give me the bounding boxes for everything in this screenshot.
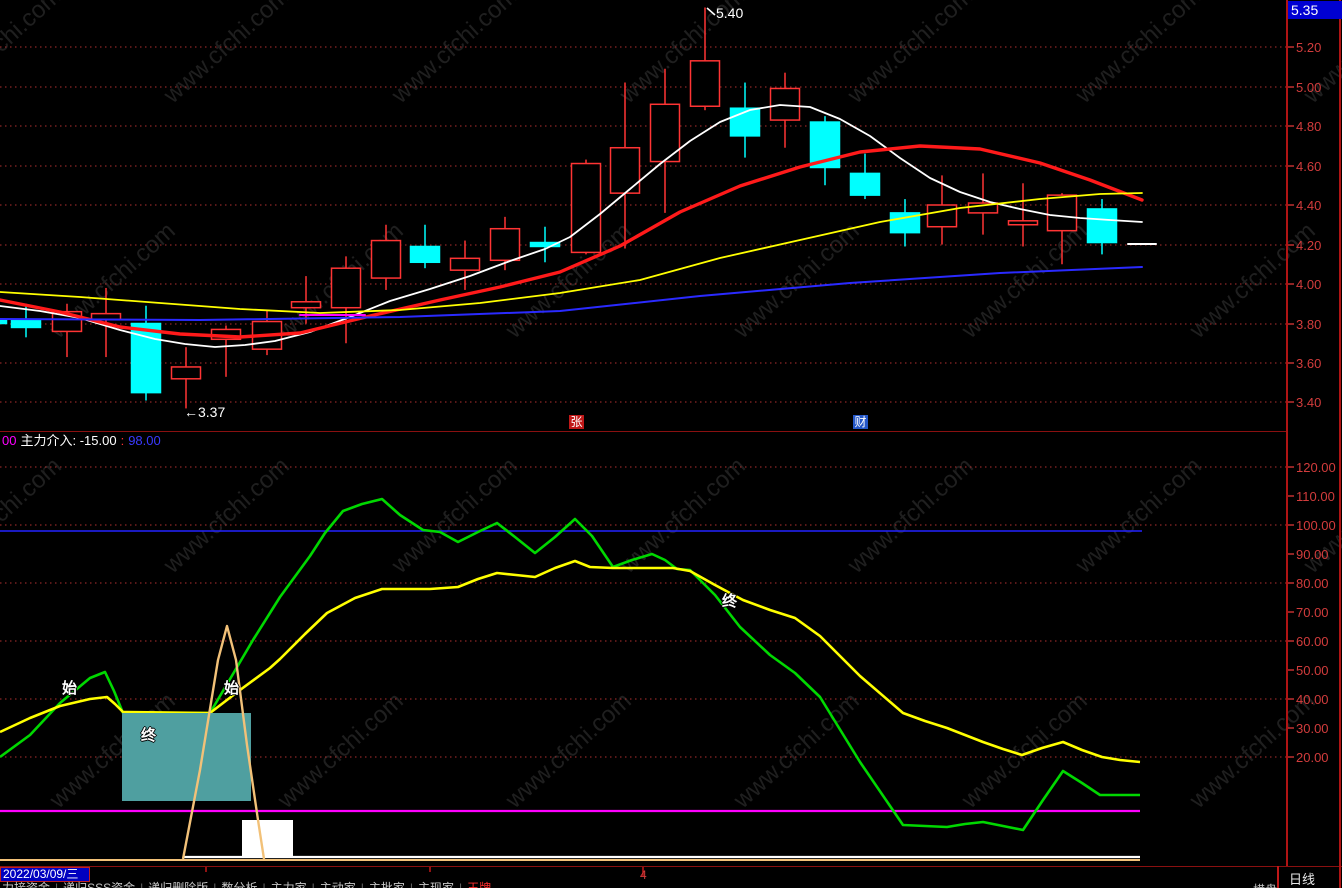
price-chart-panel[interactable] [0,0,1287,431]
bottom-axis-border [0,866,1342,867]
low-price-annotation: ←3.37 [184,404,226,420]
separator: | [459,881,463,888]
separator: | [55,881,59,888]
indicator-tab[interactable]: 主动家 [319,881,356,888]
axis-label: 120.00 [1296,460,1336,475]
marker-cai[interactable]: 财 [853,415,868,429]
axis-label: 80.00 [1296,576,1329,591]
indicator-tab[interactable]: 递归SSS资金 [63,881,136,888]
signal-label-始: 始 [62,680,78,697]
indicator-chart-panel[interactable] [0,433,1287,866]
axis-label: 4.40 [1296,198,1322,213]
indicator-header-value: 00 [2,433,17,448]
axis-label: 4.80 [1296,119,1322,134]
axis-label: 100.00 [1296,518,1336,533]
axis-label: 5.20 [1296,40,1322,55]
indicator-header-value: 98.00 [128,433,161,448]
price-axis-line [1286,0,1288,866]
right-window-border [1339,0,1341,888]
axis-label: 3.80 [1296,317,1322,332]
indicator-header-value: 主力介入: -15.00 [20,433,117,448]
indicator-header: 00 主力介入: -15.00:98.00 [2,433,165,448]
axis-label: 40.00 [1296,692,1329,707]
month-tick-label: 4 [640,868,647,882]
panel-divider [0,431,1287,432]
axis-label: 5.00 [1296,80,1322,95]
axis-label: 90.00 [1296,547,1329,562]
axis-label: 4.60 [1296,159,1322,174]
indicator-tab[interactable]: 王牌 [467,881,492,888]
separator: | [262,881,266,888]
high-price-annotation: 5.40 [716,5,744,21]
separator: | [213,881,217,888]
separator: | [140,881,144,888]
selected-date-box[interactable]: 2022/03/09/三 [0,867,90,882]
indicator-tab[interactable]: 主力家 [270,881,307,888]
indicator-header-value: : [120,433,125,448]
separator: | [311,881,315,888]
marker-zhang[interactable]: 张 [569,415,584,429]
signal-label-终: 终 [141,727,157,744]
axis-label: 60.00 [1296,634,1329,649]
current-price-badge: 5.35 [1288,1,1342,19]
axis-label: 3.40 [1296,395,1322,410]
indicator-tab[interactable]: 主批家 [368,881,405,888]
indicator-tab[interactable]: 主现家 [417,881,454,888]
axis-label: 4.20 [1296,238,1322,253]
signal-label-终: 终 [722,593,738,610]
signal-label-始: 始 [224,680,240,697]
indicator-tab[interactable]: 数分析 [221,881,258,888]
axis-label: 30.00 [1296,721,1329,736]
separator: | [360,881,364,888]
axis-label: 3.60 [1296,356,1322,371]
indicator-tabs-bar: 力接资金 | 递归SSS资金 | 递归删除版 | 数分析 | 主力家 | 主动家 | 主批家 | 主现家 | 王… [2,881,1342,888]
axis-label: 50.00 [1296,663,1329,678]
indicator-tab[interactable]: 力接资金 [2,881,51,888]
separator: | [409,881,413,888]
axis-label: 20.00 [1296,750,1329,765]
indicator-tab[interactable]: 递归删除版 [148,881,209,888]
status-right-label[interactable]: 横盘 [1253,881,1277,888]
period-selector[interactable]: 日线 [1277,866,1342,888]
period-label: 日线 [1289,872,1316,887]
axis-label: 70.00 [1296,605,1329,620]
axis-label: 4.00 [1296,277,1322,292]
axis-label: 110.00 [1296,489,1335,504]
